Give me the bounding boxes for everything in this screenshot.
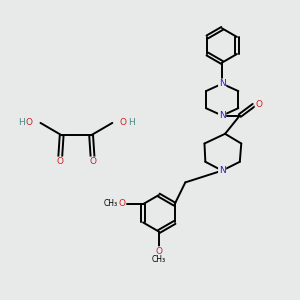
Text: O: O <box>26 118 33 127</box>
Text: H: H <box>128 118 135 127</box>
Text: O: O <box>118 199 125 208</box>
Text: N: N <box>219 111 226 120</box>
Text: CH₃: CH₃ <box>103 199 118 208</box>
Text: N: N <box>219 166 226 175</box>
Text: N: N <box>219 79 226 88</box>
Text: O: O <box>57 157 64 166</box>
Text: O: O <box>255 100 262 109</box>
Text: O: O <box>89 157 96 166</box>
Text: CH₃: CH₃ <box>152 255 166 264</box>
Text: O: O <box>155 247 162 256</box>
Text: O: O <box>120 118 127 127</box>
Text: H: H <box>18 118 25 127</box>
